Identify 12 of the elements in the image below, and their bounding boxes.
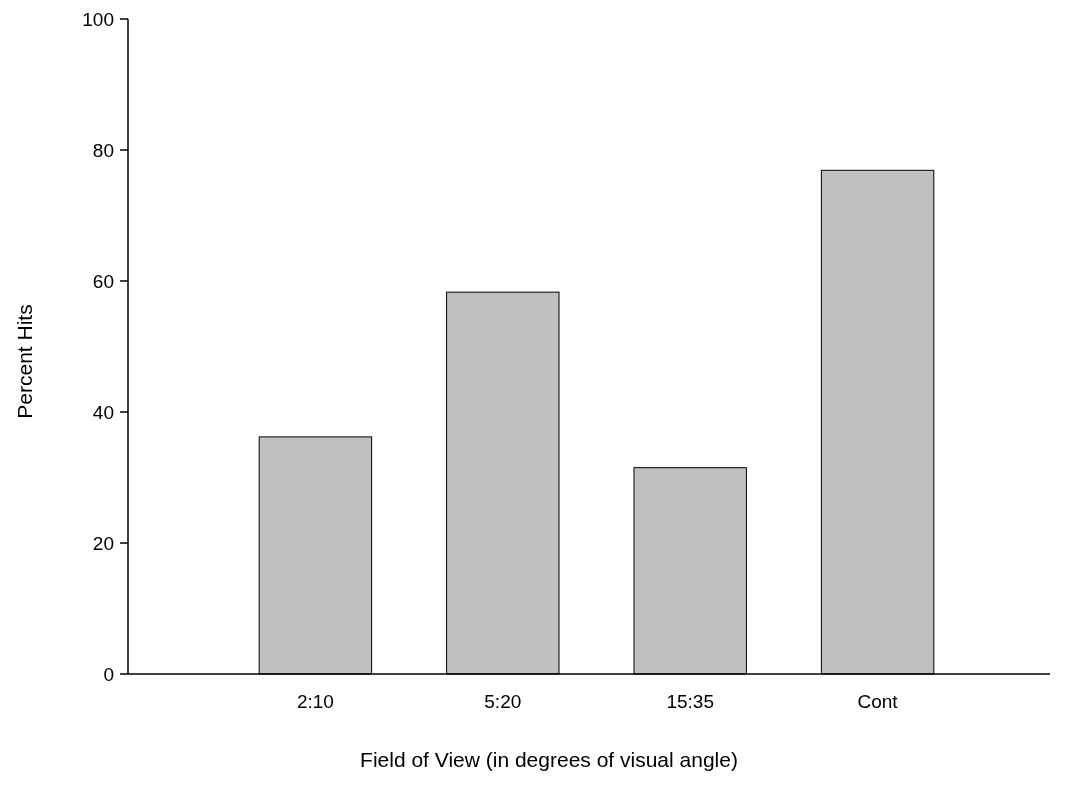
y-tick-label: 40 <box>92 401 114 423</box>
x-tick-label: Cont <box>857 691 899 712</box>
y-axis-title: Percent Hits <box>13 304 36 419</box>
y-tick-label: 100 <box>82 8 114 30</box>
x-axis-title: Field of View (in degrees of visual angle) <box>360 748 738 771</box>
y-tick-label: 0 <box>103 663 114 685</box>
y-tick-label: 60 <box>92 270 114 292</box>
x-tick-label: 15:35 <box>666 691 714 712</box>
y-tick-label: 80 <box>92 139 114 161</box>
y-tick-label: 20 <box>92 532 114 554</box>
x-tick-label: 2:10 <box>296 691 334 712</box>
x-tick-label: 5:20 <box>484 691 522 712</box>
